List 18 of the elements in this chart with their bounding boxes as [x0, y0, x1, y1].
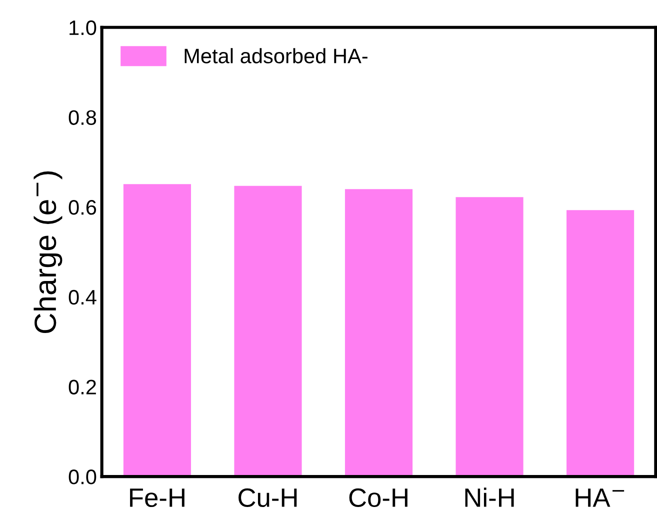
x-tick-label: Fe-H [130, 488, 184, 508]
x-tick-label: Ni-H [465, 488, 514, 507]
x-tick-label: Co-H [349, 488, 408, 508]
bar [566, 210, 634, 477]
bar [456, 197, 524, 477]
x-tick-label: Cu-H [238, 488, 297, 508]
x-tick-label: HA$^{−}$ [576, 488, 624, 507]
y-tick-label: 1.0 [70, 20, 96, 36]
y-axis-title: Charge (e$^{−}$) [34, 171, 62, 334]
y-tick-label: 0.8 [68, 110, 96, 125]
bar [344, 189, 413, 477]
y-tick-label: 0.6 [68, 200, 96, 215]
y-tick-label: 0.2 [68, 380, 96, 394]
bar [234, 186, 302, 477]
legend-label: Metal adsorbed HA- [184, 48, 368, 64]
y-tick-label: 0.4 [68, 290, 96, 305]
bar [123, 184, 192, 477]
y-tick-label: 0.0 [68, 470, 96, 484]
